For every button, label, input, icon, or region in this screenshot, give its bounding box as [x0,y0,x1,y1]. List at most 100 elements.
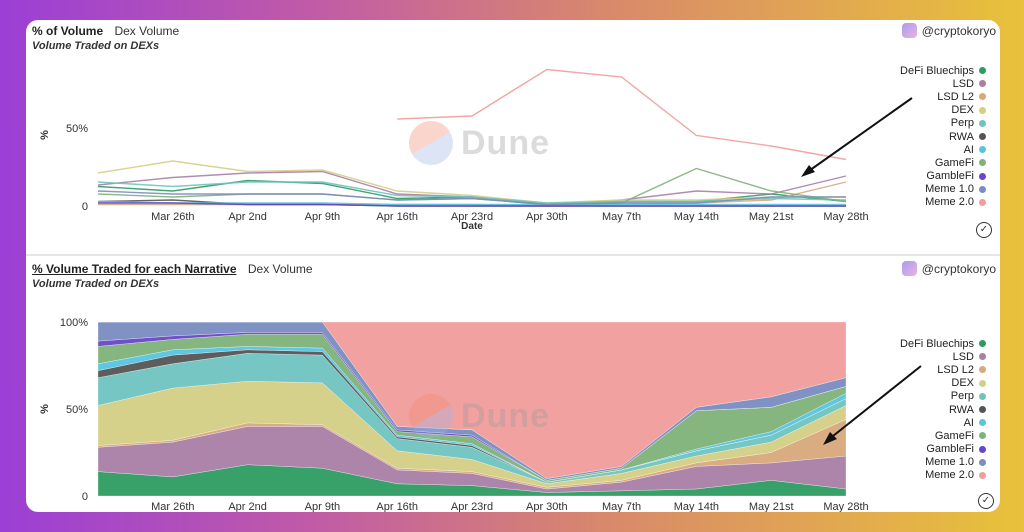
legend-swatch [979,93,986,101]
legend-swatch [979,419,986,427]
legend-item[interactable]: DeFi Bluechips [900,337,986,350]
series-line[interactable] [397,68,847,161]
x-tick-label: Apr 9th [305,211,340,223]
chart-title[interactable]: % of Volume [32,24,104,38]
legend-item[interactable]: RWA [900,130,986,143]
author[interactable]: @cryptokoryo [901,261,996,276]
legend-item[interactable]: Meme 2.0 [900,469,986,482]
x-tick-label: May 7th [602,211,641,223]
legend-swatch [979,185,986,193]
legend-item[interactable]: Perp [900,117,986,130]
legend-item[interactable]: RWA [900,403,986,416]
series-area[interactable] [98,321,847,479]
annotation-arrow [827,365,922,441]
legend-item[interactable]: LSD [900,77,986,90]
area-chart-panel: % Volume Traded for each Narrative Dex V… [26,258,1000,512]
legend-item[interactable]: DeFi Bluechips [900,64,986,77]
legend-swatch [979,198,986,206]
legend-label: DEX [951,104,974,117]
arrow-head-icon [823,432,837,445]
x-tick-label: May 28th [823,501,868,512]
y-tick-label: 50% [66,404,88,416]
y-tick-label: 100% [60,317,88,329]
author-handle[interactable]: @cryptokoryo [921,23,996,38]
y-tick-label: 0 [82,201,88,213]
legend-item[interactable]: Meme 2.0 [900,196,986,209]
x-tick-label: Apr 16th [376,501,418,512]
legend-item[interactable]: Perp [900,390,986,403]
legend-item[interactable]: AI [900,416,986,429]
x-tick-label: Apr 2nd [228,211,267,223]
series-line[interactable] [98,202,846,207]
legend-label: GameFi [934,429,974,442]
chart-subtitle: Volume Traded on DEXs [32,278,160,290]
tab-dex-volume[interactable]: Dex Volume [114,24,180,38]
legend-label: DeFi Bluechips [900,64,974,77]
chart-subtitle: Volume Traded on DEXs [32,40,160,52]
legend-label: Perp [950,390,974,403]
legend-label: RWA [948,130,974,143]
line-chart-panel: % of Volume Dex Volume Volume Traded on … [26,20,1000,255]
legend-swatch [979,471,986,479]
annotation-arrow [805,97,913,174]
legend-label: Meme 1.0 [925,183,974,196]
legend-item[interactable]: GambleFi [900,443,986,456]
legend-item[interactable]: GambleFi [900,170,986,183]
series-line[interactable] [97,190,846,206]
legend-swatch [979,458,986,466]
legend-label: Meme 2.0 [925,196,974,209]
legend-item[interactable]: Meme 1.0 [900,456,986,469]
legend-swatch [979,406,986,414]
x-tick-label: Apr 16th [376,211,418,223]
legend-swatch [979,353,986,361]
legend-label: GambleFi [926,443,974,456]
series-line[interactable] [97,160,846,204]
legend-swatch [979,133,986,141]
dune-watermark: Dune [409,121,550,165]
legend-label: GameFi [934,156,974,169]
legend-item[interactable]: LSD L2 [900,90,986,103]
legend-item[interactable]: DEX [900,377,986,390]
legend-item[interactable]: GameFi [900,156,986,169]
author-handle[interactable]: @cryptokoryo [921,261,996,276]
avatar-icon [901,261,917,276]
legend-item[interactable]: LSD [900,350,986,363]
legend-item[interactable]: Meme 1.0 [900,183,986,196]
panel-header: % of Volume Dex Volume [32,24,179,38]
series-line[interactable] [97,200,846,206]
panel-header: % Volume Traded for each Narrative Dex V… [32,262,313,276]
legend-label: RWA [948,403,974,416]
legend-swatch [979,67,986,75]
legend-item[interactable]: DEX [900,104,986,117]
author[interactable]: @cryptokoryo [901,23,996,38]
x-tick-label: May 7th [602,501,641,512]
x-tick-label: May 21st [749,501,794,512]
watermark-text: Dune [461,123,550,162]
checkmark-icon[interactable]: ✓ [976,222,992,238]
legend-item[interactable]: LSD L2 [900,363,986,376]
y-axis-label: % [39,404,51,414]
legend: DeFi Bluechips LSD LSD L2 DEX Perp RWA AI GameF… [900,337,986,482]
chart-title[interactable]: % Volume Traded for each Narrative [32,262,237,276]
dune-watermark: Dune [409,394,550,438]
legend-label: Meme 1.0 [925,456,974,469]
x-tick-label: Apr 2nd [228,501,267,512]
legend-item[interactable]: GameFi [900,429,986,442]
panel-divider [26,254,1000,256]
legend-label: LSD L2 [937,363,974,376]
x-tick-label: Apr 23rd [451,501,493,512]
legend-swatch [979,106,986,114]
legend-label: GambleFi [926,170,974,183]
checkmark-icon[interactable]: ✓ [978,493,994,509]
legend-label: AI [963,143,974,156]
arrow-head-icon [801,165,815,177]
x-tick-label: May 14th [674,211,719,223]
x-tick-label: Mar 26th [151,501,194,512]
x-tick-label: May 21st [749,211,794,223]
y-tick-label: 0 [82,491,88,503]
tab-dex-volume[interactable]: Dex Volume [247,262,313,276]
legend-swatch [979,445,986,453]
legend-item[interactable]: AI [900,143,986,156]
legend-swatch [979,366,986,374]
y-axis-label: % [39,130,51,140]
